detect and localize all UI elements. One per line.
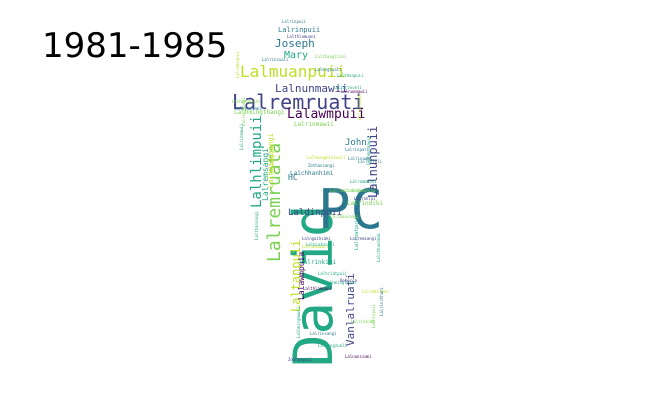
cloud-word: Lalruatpuii [354,216,360,250]
cloud-word: Lalrinpari [345,147,370,152]
cloud-word: Lalengzuali [315,67,342,72]
cloud-word: Lalnunmawii [341,89,368,94]
cloud-word: Lalrinchhani [379,287,384,316]
cloud-word: Lalremruati [232,90,365,114]
cloud-word: Lalthlamuani [287,34,316,39]
cloud-word: Lalsangzuali [318,343,347,348]
cloud-word: Lalmuanpuii [240,62,346,81]
cloud-word: Lalthansangi [254,211,259,240]
cloud-word: Lalnunmawii [275,82,348,95]
cloud-word: HC [288,173,298,182]
cloud-word: Laichhanhimi [290,170,334,177]
cloud-word: Lalchhandami [376,233,381,262]
cloud-word: Lalnunsiami [345,354,372,359]
cloud-word: Laldinpuii [288,208,343,218]
cloud-word: Lalrinpuii [282,19,307,24]
cloud-word: Lalawmpuii [287,107,366,122]
cloud-word: Lalramliani [362,289,389,294]
cloud-word: Lalrinawmi [348,156,373,161]
cloud-word: Lalbiakzuali [306,242,335,247]
cloud-word: Lalrinfeli [358,159,383,164]
cloud-word: Lalthansangi [330,214,359,219]
cloud-word: Lalrinsangi [310,331,337,336]
cloud-word: Lalrinzuali [262,57,289,62]
figure-title: 1981-1985 [42,26,228,66]
cloud-word: Lalrinmawii [239,123,244,151]
cloud-word: John [345,138,367,148]
cloud-word: Lalramzauvi [235,51,240,79]
cloud-word: Lalrammuani [350,179,377,184]
cloud-word: Lalhmangaihi [232,99,261,104]
cloud-word: Lalrinthangi [241,97,246,126]
cloud-word: Lalhlupuii [371,303,376,328]
cloud-word: PC [318,178,384,241]
cloud-word: Lalthlamuani [303,286,332,291]
cloud-word: Lalhmingthangi [234,109,285,116]
cloud-word: Lalchhanhimi [347,188,376,193]
cloud-word: Lalremsangi [350,236,377,241]
cloud-word: Lalrinsiami [357,93,362,121]
cloud-word: Lalthanpuii [337,73,364,78]
cloud-word: Mary [284,50,309,61]
cloud-word: Lalrinkimi [300,259,337,266]
cloud-word: Lalremsiami [235,106,262,111]
cloud-word: Lalhmingmawii [296,306,301,338]
cloud-word: Lalhmangaihzuali [307,155,346,160]
cloud-word: Lalhmingliani [325,280,357,285]
cloud-word: Joseph [275,37,315,50]
cloud-word: Lalnunmawii [302,244,329,249]
cloud-word: Rebecca [340,278,357,283]
cloud-word: Lalrinpuii [278,26,321,34]
cloud-word: Lalrindiki [347,200,384,207]
cloud-word: Lalrinmawii [294,121,334,128]
cloud-word: Lalhriatpuii [318,271,347,276]
cloud-word: Zothanpuii [288,357,313,362]
cloud-word: Lalrinkimi [351,319,376,324]
cloud-word: Lalremtluangi [330,188,362,193]
cloud-word: Lalthangliani [315,54,347,59]
cloud-word: Lalmuanzuali [270,144,275,173]
cloud-word: Lalrohlui [354,196,376,201]
cloud-word: Lalzarzoveli [333,85,362,90]
cloud-word: Lalngaihsaki [302,236,331,241]
cloud-word: Zothansangi [308,163,335,168]
